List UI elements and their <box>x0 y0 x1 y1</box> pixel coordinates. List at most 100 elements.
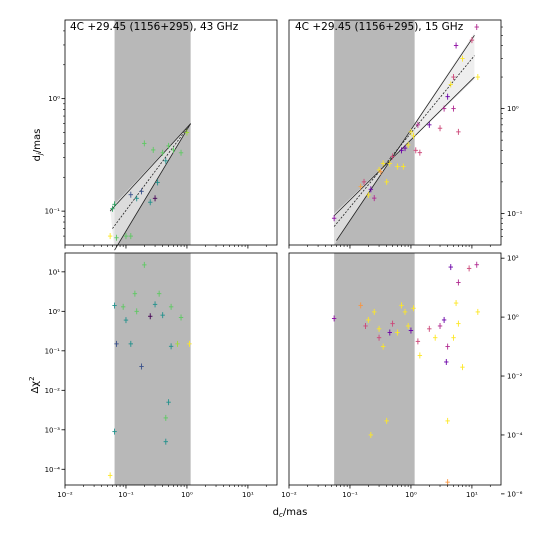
data-point <box>134 195 139 202</box>
fit-confidence-band <box>110 123 191 251</box>
data-point <box>156 290 162 297</box>
data-point <box>166 142 171 149</box>
data-point <box>361 178 367 185</box>
axes-frame <box>64 252 278 486</box>
data-point <box>152 195 158 202</box>
data-point <box>474 261 479 268</box>
data-point <box>380 343 386 350</box>
data-point <box>411 305 416 312</box>
fit-line <box>336 35 475 241</box>
y-axis-label-chi2: Δχ2 <box>28 376 41 393</box>
data-point <box>152 301 158 308</box>
y-tick-label: 10⁻⁴ <box>507 431 523 439</box>
data-point <box>444 358 449 365</box>
data-point <box>175 340 180 347</box>
data-point <box>376 325 382 332</box>
data-point <box>405 141 411 148</box>
data-point <box>168 343 174 350</box>
data-point <box>437 125 443 132</box>
data-point <box>441 105 447 112</box>
y-tick-label: 10⁰ <box>507 105 519 113</box>
data-point <box>451 74 456 81</box>
data-point <box>132 290 138 297</box>
y-tick-label: 10⁻⁴ <box>45 466 61 474</box>
data-point <box>387 160 392 167</box>
y-tick-label: 10² <box>507 255 519 263</box>
data-point <box>376 334 382 341</box>
data-point <box>372 308 377 315</box>
data-point <box>451 105 456 112</box>
data-point <box>453 300 459 307</box>
data-point <box>163 157 168 164</box>
y-tick-label: 10⁻¹ <box>45 347 61 355</box>
data-point <box>380 160 386 167</box>
data-point <box>168 303 174 310</box>
x-tick-label: 10¹ <box>466 491 478 499</box>
data-point <box>366 191 371 198</box>
y-tick-label: 10⁻¹ <box>45 208 61 216</box>
data-point <box>378 168 383 175</box>
y-axis-label-dj: dj/mas <box>32 129 44 162</box>
data-point <box>151 146 156 153</box>
panel-dj-15ghz: 4C +29.45 (1156+295), 15 GHz 10⁻¹ 10⁰ <box>288 19 523 249</box>
data-point <box>390 153 395 160</box>
x-tick-label: 10⁻² <box>57 491 73 499</box>
fit-line <box>333 76 475 217</box>
x-tick-label: 10⁰ <box>181 491 193 499</box>
y-tick-label: 10⁻² <box>45 387 61 395</box>
data-point <box>187 340 192 347</box>
data-point <box>427 121 432 128</box>
data-point <box>160 312 165 319</box>
data-point <box>114 234 119 241</box>
panel-title: 4C +29.45 (1156+295), 15 GHz <box>295 21 464 33</box>
data-point <box>448 81 453 88</box>
data-point <box>142 140 147 147</box>
y-tick-label: 10⁻³ <box>45 426 61 434</box>
data-point <box>441 316 447 323</box>
y-tick-label: 10⁻¹ <box>507 210 523 218</box>
x-axis-label: dc/mas <box>273 507 308 519</box>
fit-line <box>333 55 475 227</box>
panel-dj-43ghz: 4C +29.45 (1156+295), 43 GHz 10⁻¹ 10⁰ <box>45 19 278 251</box>
data-point <box>128 340 133 347</box>
data-point <box>368 431 374 438</box>
data-point <box>402 145 408 152</box>
data-point <box>453 42 459 49</box>
data-point <box>456 279 461 286</box>
data-point <box>445 479 450 486</box>
panel-title: 4C +29.45 (1156+295), 43 GHz <box>70 21 239 33</box>
data-point <box>358 302 363 309</box>
data-point <box>134 308 139 315</box>
axes-frame <box>288 252 502 486</box>
data-point <box>427 325 432 332</box>
data-point <box>417 149 423 156</box>
data-point <box>112 302 117 309</box>
data-point <box>123 233 129 240</box>
data-point <box>445 343 450 350</box>
panel-chi2-43ghz: 10⁻⁴ 10⁻³ 10⁻² 10⁻¹ 10⁰ 10¹ 10⁻² 10⁻¹ 10⁰ 10¹ <box>45 252 278 499</box>
data-point <box>399 302 404 309</box>
data-point <box>466 265 472 272</box>
data-point <box>372 195 377 202</box>
data-point <box>475 74 481 81</box>
y-tick-label: 10¹ <box>48 268 60 276</box>
x-tick-label: 10⁰ <box>405 491 417 499</box>
shaded-region <box>334 253 415 485</box>
data-point <box>184 129 190 136</box>
fit-line <box>112 123 191 229</box>
data-point <box>148 313 153 320</box>
x-tick-label: 10⁻² <box>281 491 297 499</box>
data-point <box>123 317 129 324</box>
data-point <box>155 179 160 186</box>
data-point <box>171 146 176 153</box>
data-point <box>415 338 421 345</box>
data-point <box>139 363 144 370</box>
data-point <box>384 417 389 424</box>
axes-frame <box>288 19 502 246</box>
data-point <box>402 308 408 315</box>
data-point <box>363 322 368 329</box>
data-point <box>437 322 443 329</box>
x-tick-label: 10¹ <box>242 491 254 499</box>
data-point <box>128 191 133 198</box>
